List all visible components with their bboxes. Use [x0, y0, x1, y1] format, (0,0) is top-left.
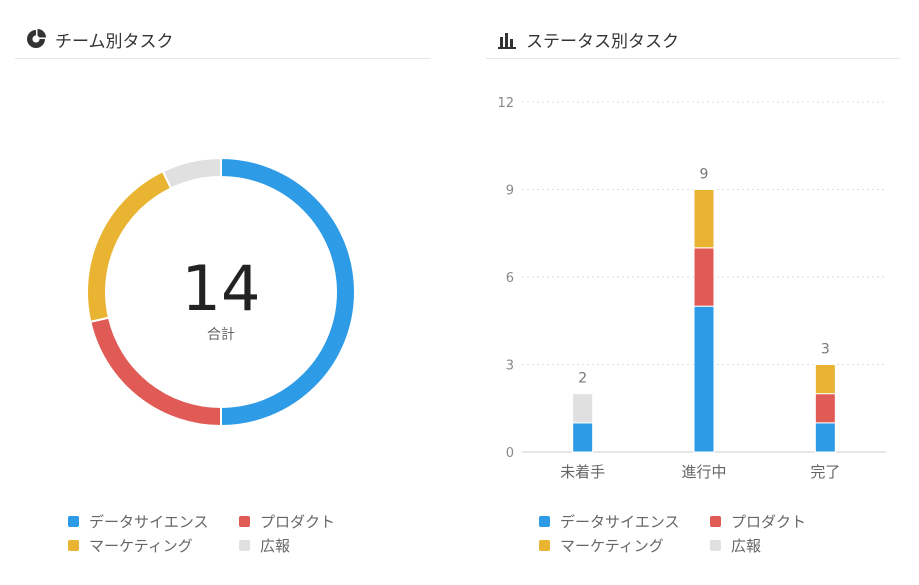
team-task-panel: チーム別タスク 14 合計 データサイエンス プロダクト マーケティング 広報	[15, 0, 431, 585]
status-bar-chart: 0 3 6 9 12 2 未着手 9 進行中 3 完了	[497, 96, 886, 481]
bar-total-label: 9	[700, 167, 709, 183]
legend-label: マーケティング	[89, 537, 193, 555]
legend-item-product[interactable]: プロダクト	[710, 511, 806, 532]
legend-label: プロダクト	[260, 513, 336, 531]
legend-item-data-science[interactable]: データサイエンス	[539, 511, 680, 532]
donut-total-value: 14	[182, 252, 261, 325]
y-tick-label: 0	[506, 446, 514, 461]
donut-slice-pr[interactable]	[161, 156, 222, 190]
legend-item-pr[interactable]: 広報	[239, 535, 290, 556]
legend-swatch	[710, 516, 721, 527]
x-tick-label: 完了	[810, 463, 840, 481]
bar-segment[interactable]	[693, 189, 715, 249]
status-task-panel: ステータス別タスク 0 3 6 9 12 2 未着手 9 進行中 3 完了 データサイエンス プロ…	[486, 0, 900, 585]
bar-chart-icon	[496, 28, 518, 50]
legend-swatch	[68, 540, 79, 551]
legend-label: データサイエンス	[560, 513, 680, 531]
legend-swatch	[539, 516, 550, 527]
y-tick-label: 12	[497, 96, 514, 111]
legend-swatch	[239, 516, 250, 527]
legend-item-marketing[interactable]: マーケティング	[539, 535, 664, 556]
legend-label: 広報	[731, 537, 762, 555]
bar-total-label: 2	[578, 371, 587, 387]
legend-label: プロダクト	[731, 513, 807, 531]
legend-item-pr[interactable]: 広報	[710, 535, 761, 556]
bar-total-label: 3	[821, 342, 830, 358]
y-tick-label: 6	[506, 271, 514, 286]
legend-label: データサイエンス	[89, 513, 209, 531]
team-panel-title: チーム別タスク	[55, 31, 174, 52]
bar-segment[interactable]	[814, 364, 836, 395]
status-legend: データサイエンス プロダクト マーケティング 広報	[486, 0, 900, 585]
team-panel-header: チーム別タスク	[15, 20, 431, 59]
legend-swatch	[68, 516, 79, 527]
pie-chart-icon	[25, 28, 47, 50]
legend-swatch	[239, 540, 250, 551]
x-tick-label: 未着手	[560, 463, 605, 481]
y-tick-label: 9	[506, 184, 514, 199]
team-donut-chart: 14 合計	[86, 156, 356, 428]
y-tick-label: 3	[506, 359, 514, 374]
legend-swatch	[710, 540, 721, 551]
legend-swatch	[539, 540, 550, 551]
legend-item-marketing[interactable]: マーケティング	[68, 535, 193, 556]
x-tick-label: 進行中	[681, 463, 726, 481]
donut-total-label: 合計	[207, 327, 235, 343]
legend-item-data-science[interactable]: データサイエンス	[68, 511, 209, 532]
team-legend: データサイエンス プロダクト マーケティング 広報	[15, 0, 431, 585]
status-panel-header: ステータス別タスク	[486, 20, 900, 59]
legend-label: 広報	[260, 537, 291, 555]
legend-item-product[interactable]: プロダクト	[239, 511, 335, 532]
legend-label: マーケティング	[560, 537, 664, 555]
bar-segment[interactable]	[572, 393, 594, 424]
status-panel-title: ステータス別タスク	[526, 31, 679, 52]
